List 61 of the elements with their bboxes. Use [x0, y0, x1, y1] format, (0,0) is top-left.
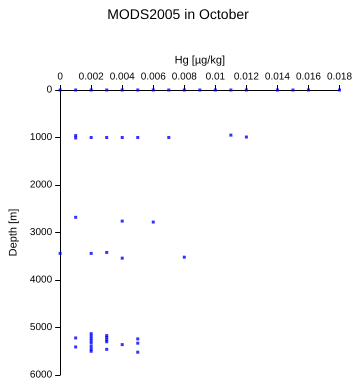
x-tick-label: 0.01 — [206, 72, 226, 82]
chart-title: MODS2005 in October — [107, 6, 250, 22]
y-tick-label: 0 — [46, 84, 53, 96]
point — [136, 342, 140, 345]
x-axis-title: Hg [µg/kg] — [174, 54, 226, 66]
y-tick-label: 1000 — [30, 132, 53, 143]
point — [90, 252, 93, 255]
point — [120, 136, 124, 139]
point — [306, 88, 310, 92]
point — [244, 136, 248, 139]
point — [105, 250, 108, 254]
point — [198, 88, 202, 92]
point — [74, 336, 78, 340]
point — [120, 220, 124, 223]
point — [244, 88, 248, 92]
point — [105, 88, 108, 92]
point — [136, 136, 140, 139]
x-tick-label: 0.012 — [234, 72, 260, 82]
point — [58, 252, 62, 255]
point — [152, 88, 155, 92]
y-tick-label: 2000 — [30, 180, 53, 190]
point — [276, 88, 279, 92]
point — [74, 88, 78, 92]
point — [105, 348, 108, 351]
x-tick-label: 0.004 — [110, 72, 136, 82]
point — [136, 350, 140, 354]
point — [90, 136, 93, 139]
y-tick-label: 6000 — [30, 370, 53, 380]
point — [136, 88, 140, 92]
point — [229, 134, 232, 137]
point — [214, 88, 217, 92]
point — [182, 88, 186, 92]
y-axis-title: Depth [m] — [8, 208, 20, 256]
point — [120, 343, 124, 346]
point — [182, 256, 186, 259]
point — [136, 337, 140, 340]
y-tick-label: 3000 — [30, 227, 53, 238]
point — [74, 216, 78, 219]
point — [90, 345, 93, 348]
y-tick-label: 4000 — [30, 274, 53, 286]
point — [120, 256, 124, 260]
x-tick-label: 0.008 — [172, 72, 198, 82]
point — [90, 88, 93, 92]
point — [105, 136, 108, 139]
point — [291, 88, 294, 92]
point — [58, 88, 62, 92]
point — [74, 345, 78, 348]
x-tick-label: 0.018 — [326, 72, 352, 82]
point — [338, 88, 341, 92]
x-tick-label: 0 — [57, 72, 64, 82]
x-tick-label: 0.014 — [264, 72, 290, 82]
x-tick-label: 0.002 — [78, 72, 104, 82]
point — [167, 136, 170, 139]
point — [120, 88, 124, 92]
y-tick-label: 5000 — [30, 322, 53, 333]
point — [152, 220, 155, 224]
point — [90, 342, 93, 345]
x-tick-label: 0.016 — [296, 72, 322, 82]
point — [229, 88, 232, 92]
x-tick-label: 0.006 — [140, 72, 166, 82]
point — [167, 88, 170, 92]
